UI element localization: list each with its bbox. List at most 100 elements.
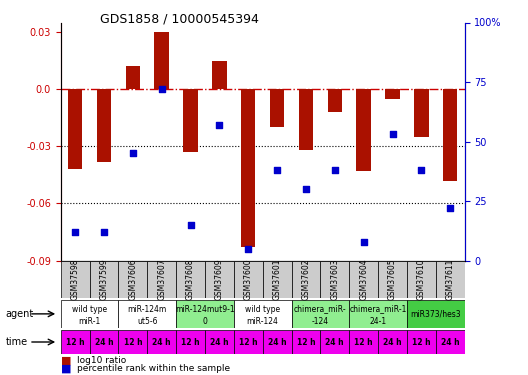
Text: GSM37598: GSM37598 bbox=[71, 259, 80, 300]
Text: 12 h: 12 h bbox=[124, 338, 142, 346]
Text: miR-124: miR-124 bbox=[247, 316, 279, 326]
Bar bbox=[97, 89, 111, 162]
Bar bbox=[407, 261, 436, 298]
Point bbox=[100, 229, 108, 235]
Bar bbox=[176, 330, 205, 354]
Bar bbox=[407, 300, 465, 328]
Text: wild type: wild type bbox=[72, 304, 107, 313]
Bar bbox=[327, 89, 342, 112]
Bar bbox=[90, 330, 118, 354]
Text: ut5-6: ut5-6 bbox=[137, 316, 157, 326]
Text: miR-124m: miR-124m bbox=[128, 304, 167, 313]
Text: 24 h: 24 h bbox=[441, 338, 459, 346]
Point bbox=[129, 150, 137, 156]
Bar bbox=[291, 300, 349, 328]
Point bbox=[215, 122, 224, 128]
Bar bbox=[118, 261, 147, 298]
Text: chimera_miR-: chimera_miR- bbox=[294, 304, 347, 313]
Point bbox=[331, 167, 339, 173]
Text: 0: 0 bbox=[203, 316, 208, 326]
Text: GSM37600: GSM37600 bbox=[244, 259, 253, 300]
Bar bbox=[436, 261, 465, 298]
Text: 12 h: 12 h bbox=[297, 338, 315, 346]
Text: 24 h: 24 h bbox=[210, 338, 229, 346]
Bar bbox=[291, 261, 320, 298]
Text: GSM37606: GSM37606 bbox=[128, 259, 137, 300]
Text: -124: -124 bbox=[312, 316, 329, 326]
Text: wild type: wild type bbox=[245, 304, 280, 313]
Bar bbox=[147, 330, 176, 354]
Text: GSM37605: GSM37605 bbox=[388, 259, 397, 300]
Point bbox=[157, 86, 166, 92]
Bar bbox=[356, 89, 371, 171]
Text: 12 h: 12 h bbox=[354, 338, 373, 346]
Bar bbox=[61, 300, 118, 328]
Bar bbox=[262, 261, 291, 298]
Text: ■: ■ bbox=[61, 363, 71, 373]
Bar bbox=[263, 330, 291, 354]
Text: GSM37611: GSM37611 bbox=[446, 259, 455, 300]
Text: GSM37604: GSM37604 bbox=[359, 259, 368, 300]
Point bbox=[446, 205, 455, 211]
Bar bbox=[378, 330, 407, 354]
Bar bbox=[61, 261, 90, 298]
Text: GSM37610: GSM37610 bbox=[417, 259, 426, 300]
Text: GSM37609: GSM37609 bbox=[215, 259, 224, 300]
Bar bbox=[349, 261, 378, 298]
Text: 24 h: 24 h bbox=[383, 338, 402, 346]
Text: miR-1: miR-1 bbox=[79, 316, 101, 326]
Bar bbox=[68, 89, 82, 169]
Bar bbox=[118, 330, 147, 354]
Bar bbox=[176, 300, 234, 328]
Bar bbox=[414, 89, 429, 137]
Text: agent: agent bbox=[5, 309, 34, 319]
Bar bbox=[234, 330, 262, 354]
Bar bbox=[126, 66, 140, 89]
Text: GSM37608: GSM37608 bbox=[186, 259, 195, 300]
Point bbox=[360, 238, 368, 244]
Text: 12 h: 12 h bbox=[66, 338, 84, 346]
Text: miR-124mut9-1: miR-124mut9-1 bbox=[175, 304, 235, 313]
Bar bbox=[234, 300, 291, 328]
Text: GDS1858 / 10000545394: GDS1858 / 10000545394 bbox=[100, 12, 259, 25]
Text: 24 h: 24 h bbox=[325, 338, 344, 346]
Point bbox=[273, 167, 281, 173]
Text: chimera_miR-1: chimera_miR-1 bbox=[350, 304, 407, 313]
Text: GSM37603: GSM37603 bbox=[331, 259, 340, 300]
Text: 24 h: 24 h bbox=[268, 338, 286, 346]
Bar bbox=[90, 261, 118, 298]
Bar bbox=[349, 300, 407, 328]
Point bbox=[301, 186, 310, 192]
Bar bbox=[270, 89, 284, 127]
Bar bbox=[118, 300, 176, 328]
Bar bbox=[320, 261, 349, 298]
Bar bbox=[320, 330, 349, 354]
Text: 24-1: 24-1 bbox=[370, 316, 386, 326]
Text: 12 h: 12 h bbox=[181, 338, 200, 346]
Bar bbox=[212, 61, 227, 89]
Text: 12 h: 12 h bbox=[412, 338, 431, 346]
Bar bbox=[183, 89, 198, 152]
Bar bbox=[241, 89, 256, 247]
Bar bbox=[205, 261, 234, 298]
Text: 24 h: 24 h bbox=[153, 338, 171, 346]
Text: time: time bbox=[5, 337, 27, 347]
Text: GSM37602: GSM37602 bbox=[301, 259, 310, 300]
Bar bbox=[234, 261, 263, 298]
Bar bbox=[299, 89, 313, 150]
Text: log10 ratio: log10 ratio bbox=[77, 356, 126, 365]
Bar bbox=[436, 330, 465, 354]
Text: ■: ■ bbox=[61, 356, 71, 366]
Bar bbox=[443, 89, 457, 181]
Text: GSM37601: GSM37601 bbox=[272, 259, 281, 300]
Bar bbox=[205, 330, 234, 354]
Bar bbox=[176, 261, 205, 298]
Bar bbox=[407, 330, 436, 354]
Bar bbox=[385, 89, 400, 99]
Bar bbox=[291, 330, 320, 354]
Text: GSM37599: GSM37599 bbox=[99, 259, 108, 300]
Text: miR373/hes3: miR373/hes3 bbox=[410, 310, 461, 319]
Text: 12 h: 12 h bbox=[239, 338, 258, 346]
Point bbox=[417, 167, 426, 173]
Bar bbox=[349, 330, 378, 354]
